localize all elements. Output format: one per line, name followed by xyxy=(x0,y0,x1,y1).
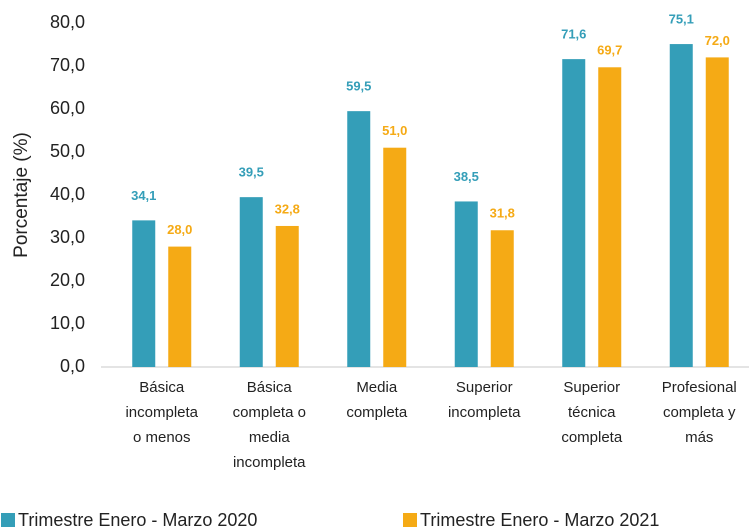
bar xyxy=(383,147,407,367)
y-tick-label: 10,0 xyxy=(50,313,85,333)
y-tick-label: 40,0 xyxy=(50,184,85,204)
y-axis-label: Porcentaje (%) xyxy=(11,132,32,258)
x-tick-label: Profesional completa y más xyxy=(662,379,737,446)
y-tick-label: 70,0 xyxy=(50,55,85,75)
bar xyxy=(275,225,299,367)
bar xyxy=(168,246,192,367)
legend-swatch xyxy=(403,513,417,527)
x-tick-label: Básica completa o media incompleta xyxy=(233,379,307,471)
bar xyxy=(598,67,622,367)
bar xyxy=(705,57,729,368)
data-label: 69,7 xyxy=(597,43,622,58)
bar xyxy=(347,111,371,368)
data-label: 32,8 xyxy=(275,201,300,216)
x-tick-label: Media completa xyxy=(346,379,408,421)
data-label: 71,6 xyxy=(561,27,586,42)
legend-label: Trimestre Enero - Marzo 2020 xyxy=(18,510,257,529)
y-tick-label: 20,0 xyxy=(50,270,85,290)
legend-label: Trimestre Enero - Marzo 2021 xyxy=(420,510,659,529)
legend-swatch xyxy=(1,513,15,527)
data-label: 39,5 xyxy=(239,165,264,180)
data-label: 38,5 xyxy=(454,169,479,184)
x-tick-label: Básica incompleta o menos xyxy=(125,379,198,446)
x-tick-label: Superior técnica completa xyxy=(561,379,623,446)
bar xyxy=(562,59,586,368)
data-label: 31,8 xyxy=(490,206,515,221)
data-label: 59,5 xyxy=(346,79,371,94)
y-tick-label: 0,0 xyxy=(60,356,85,376)
y-tick-label: 60,0 xyxy=(50,98,85,118)
y-tick-label: 30,0 xyxy=(50,227,85,247)
data-label: 75,1 xyxy=(669,12,694,27)
data-label: 72,0 xyxy=(705,33,730,48)
y-tick-label: 50,0 xyxy=(50,141,85,161)
data-label: 34,1 xyxy=(131,188,156,203)
x-tick-label: Superior incompleta xyxy=(448,379,521,421)
bar xyxy=(669,44,693,367)
data-label: 51,0 xyxy=(382,123,407,138)
bar xyxy=(239,197,263,367)
bar xyxy=(132,220,156,367)
bar xyxy=(454,201,478,367)
bar xyxy=(490,230,514,367)
y-tick-label: 80,0 xyxy=(50,12,85,32)
data-label: 28,0 xyxy=(167,222,192,237)
